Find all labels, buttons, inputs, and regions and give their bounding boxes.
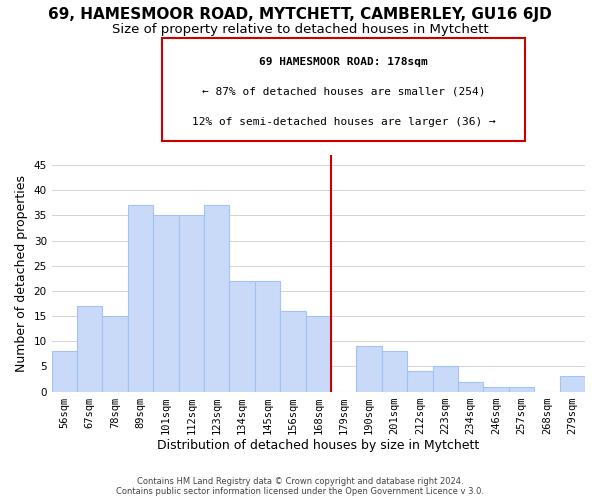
Bar [204,206,229,392]
Bar [509,386,534,392]
Bar [484,386,509,392]
Y-axis label: Number of detached properties: Number of detached properties [15,175,28,372]
Text: 69 HAMESMOOR ROAD: 178sqm: 69 HAMESMOOR ROAD: 178sqm [259,58,428,68]
Bar [128,206,153,392]
Bar [229,281,255,392]
Bar [305,316,331,392]
Bar [103,316,128,392]
Bar [458,382,484,392]
X-axis label: Distribution of detached houses by size in Mytchett: Distribution of detached houses by size … [157,440,479,452]
Text: 12% of semi-detached houses are larger (36) →: 12% of semi-detached houses are larger (… [191,118,496,128]
Bar [153,216,179,392]
Bar [560,376,585,392]
Text: Size of property relative to detached houses in Mytchett: Size of property relative to detached ho… [112,22,488,36]
Bar [52,352,77,392]
Bar [433,366,458,392]
Text: ← 87% of detached houses are smaller (254): ← 87% of detached houses are smaller (25… [202,86,485,97]
Bar [407,372,433,392]
Bar [280,311,305,392]
Bar [77,306,103,392]
Text: 69, HAMESMOOR ROAD, MYTCHETT, CAMBERLEY, GU16 6JD: 69, HAMESMOOR ROAD, MYTCHETT, CAMBERLEY,… [48,8,552,22]
Bar [255,281,280,392]
Text: Contains HM Land Registry data © Crown copyright and database right 2024.: Contains HM Land Registry data © Crown c… [137,476,463,486]
Bar [179,216,204,392]
Bar [382,352,407,392]
Text: Contains public sector information licensed under the Open Government Licence v : Contains public sector information licen… [116,486,484,496]
Bar [356,346,382,392]
